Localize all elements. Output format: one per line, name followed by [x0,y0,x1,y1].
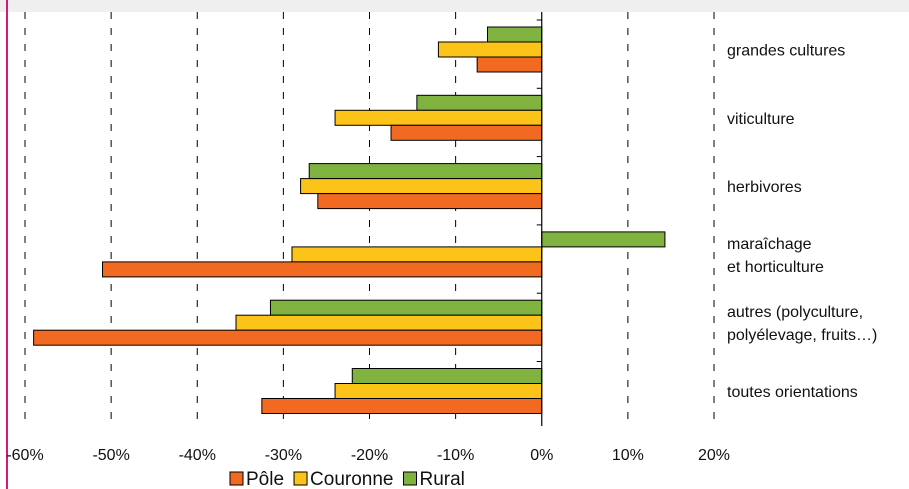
category-label: autres (polyculture, [727,304,863,321]
top-band [0,0,909,12]
legend-label: Pôle [246,469,284,489]
category-label: toutes orientations [727,384,858,401]
legend: Pôle Couronne Rural [229,469,465,489]
x-tick-label: 0% [530,447,553,464]
legend-swatch [402,471,417,486]
category-label: herbivores [727,179,802,196]
x-tick-label: -10% [437,447,474,464]
category-label: maraîchage [727,236,812,253]
bar-pôle [102,261,543,278]
bar-rural [269,299,543,316]
bar-pôle [261,398,543,414]
x-tick-label: 20% [698,447,730,464]
legend-label: Rural [419,469,464,489]
category-label: et horticulture [727,259,824,276]
category-labels: grandes cultures viticulture herbivores mar… [727,43,877,402]
category-label: viticulture [727,111,795,128]
category-label: grandes cultures [727,43,845,60]
bar-rural [351,368,543,384]
bar-rural [308,163,543,180]
bar-couronne [235,314,543,331]
bar-couronne [437,41,543,58]
bar-pôle [33,329,543,346]
bar-pôle [476,56,543,73]
bar-pôle [317,193,543,210]
legend-label: Couronne [310,469,393,489]
legend-swatch [293,471,308,486]
x-tick-label: -40% [179,447,216,464]
bar-rural [486,26,543,43]
bar-couronne [291,246,543,263]
x-tick-labels: -60% -50% -40% -30% -20% -10% 0% 10% 20% [6,447,730,464]
bar-pôle [390,124,543,141]
bar-couronne [300,178,543,195]
bar-rural [541,231,666,248]
x-tick-label: -30% [265,447,302,464]
category-label: polyélevage, fruits…) [727,327,877,344]
x-tick-label: -50% [92,447,129,464]
bar-couronne [334,383,543,399]
grid-lines [24,12,715,426]
left-border-line [6,0,8,489]
bars [33,26,666,414]
x-tick-label: -60% [6,447,43,464]
zero-axis [536,12,543,426]
bar-couronne [334,109,543,126]
x-tick-label: -20% [351,447,388,464]
bar-rural [416,94,543,111]
x-tick-label: 10% [612,447,644,464]
legend-swatch [229,471,244,486]
